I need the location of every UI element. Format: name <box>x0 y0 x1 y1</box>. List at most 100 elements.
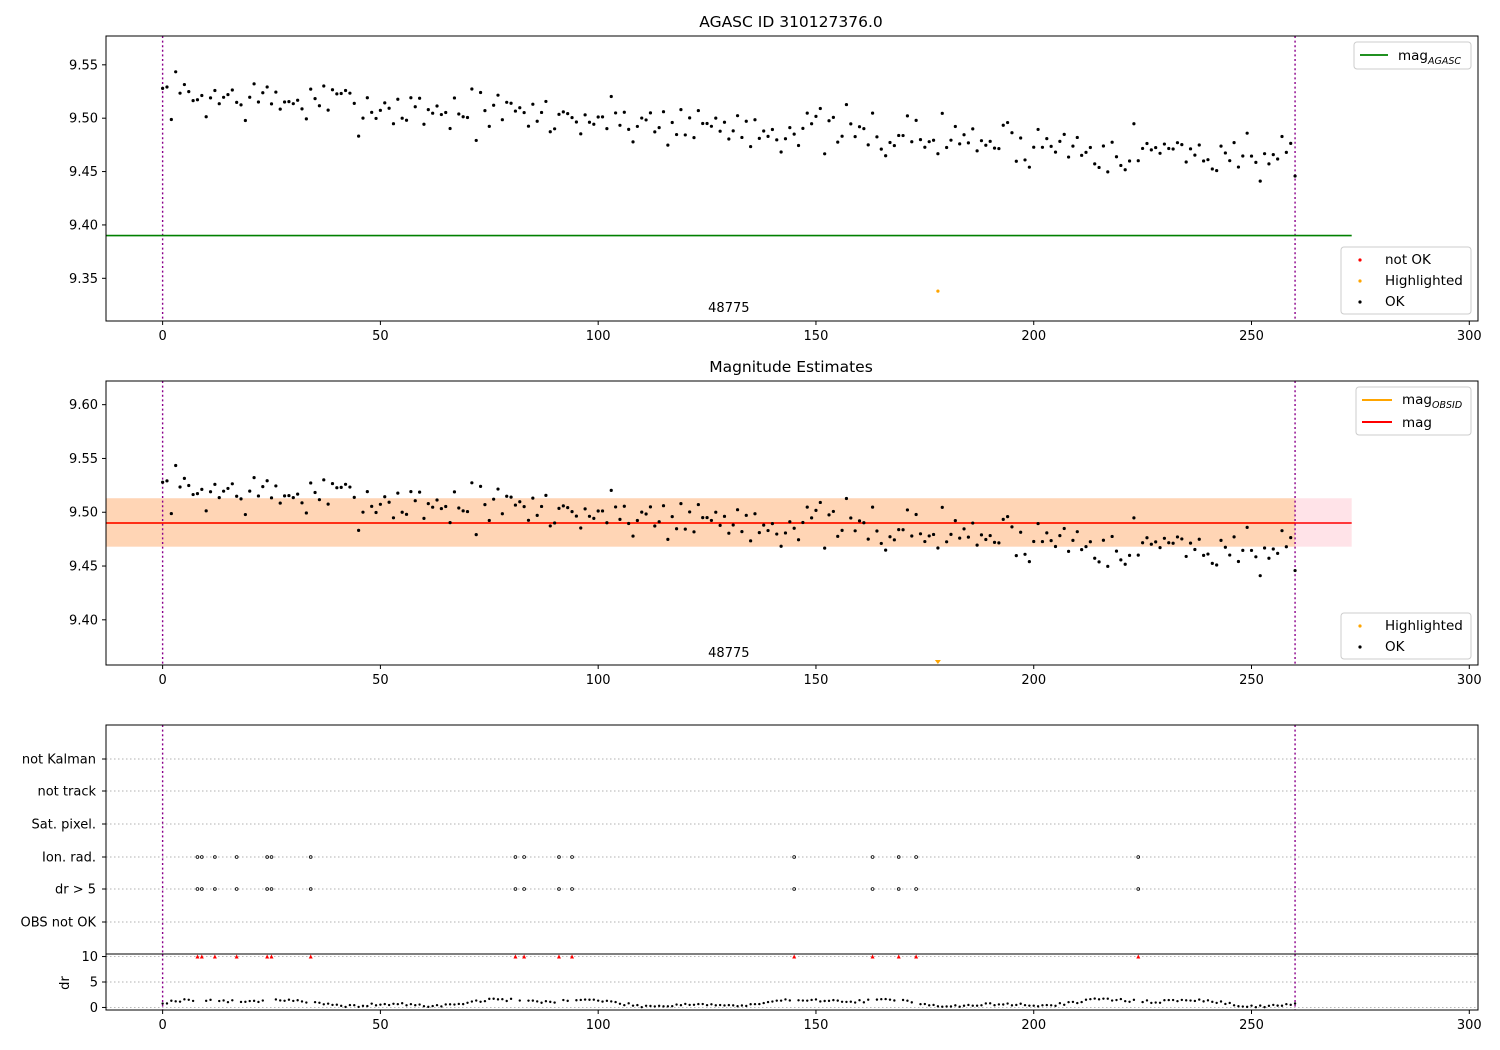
ok-point <box>1110 534 1114 539</box>
ok-point <box>940 111 944 115</box>
dr-point <box>827 999 831 1003</box>
dr-point <box>1241 1005 1245 1008</box>
ok-point <box>648 505 653 509</box>
dr-point <box>984 1002 988 1005</box>
ok-point <box>1241 548 1245 552</box>
ok-point <box>487 518 491 523</box>
ok-point <box>1032 539 1036 544</box>
ok-point <box>1141 146 1145 151</box>
dr-point <box>475 999 478 1002</box>
ok-point <box>988 533 992 538</box>
ok-point <box>727 137 731 141</box>
dr-point <box>958 1005 961 1008</box>
dr-point <box>636 1003 639 1007</box>
dr-point <box>435 1003 439 1007</box>
ok-point <box>557 506 561 510</box>
ok-point <box>570 510 574 514</box>
ok-point <box>483 109 487 113</box>
ok-point <box>1284 150 1288 155</box>
ok-point <box>439 112 443 117</box>
ok-point <box>801 520 805 525</box>
ok-point <box>1219 538 1223 542</box>
ok-point <box>222 95 226 99</box>
ok-point <box>426 502 430 506</box>
ok-point <box>718 129 722 133</box>
dr-point <box>723 1004 726 1007</box>
ok-point <box>644 118 648 122</box>
ok-point <box>766 134 770 138</box>
dr-point <box>575 999 578 1002</box>
dr-point <box>418 1003 421 1006</box>
y-tick-label: 10 <box>81 950 98 965</box>
dr-point <box>283 999 286 1002</box>
ok-point <box>208 96 213 100</box>
ion-rad-flag-point <box>522 855 526 859</box>
ok-point <box>570 115 574 120</box>
dr-point <box>222 999 225 1002</box>
ok-point <box>901 133 905 138</box>
ok-point <box>875 529 879 533</box>
ok-point <box>1027 560 1031 564</box>
dr5-flag-point <box>213 887 217 891</box>
ok-point <box>1262 546 1267 550</box>
ok-point <box>309 87 313 91</box>
ok-point <box>775 138 779 142</box>
dr-point <box>1063 1003 1066 1006</box>
ok-point <box>1080 548 1084 552</box>
ok-point <box>984 537 988 542</box>
ok-point <box>383 101 387 105</box>
ok-point <box>1032 145 1036 149</box>
ok-point <box>535 119 539 123</box>
ok-point <box>692 530 696 534</box>
ok-point <box>831 115 835 119</box>
ok-point <box>248 95 252 99</box>
ok-point <box>688 116 692 120</box>
dr5-flag-point <box>570 887 574 891</box>
dr-point <box>1232 1004 1236 1007</box>
ok-point <box>300 501 304 505</box>
dr-capped-marker <box>199 954 204 959</box>
ok-point <box>174 70 178 74</box>
ok-point <box>182 82 186 87</box>
ok-point <box>500 512 504 516</box>
dr-frame <box>105 953 1479 1011</box>
ok-point <box>1053 544 1058 549</box>
dr-point <box>357 1005 360 1009</box>
dr-point <box>448 1003 452 1006</box>
highlighted-offscale-marker <box>934 660 941 664</box>
dr-point <box>496 998 500 1001</box>
dr-capped-marker <box>513 954 518 959</box>
ok-point <box>452 490 457 494</box>
dr-point <box>544 1000 548 1003</box>
ok-point <box>404 512 409 516</box>
ok-point <box>444 504 448 509</box>
ok-point <box>274 484 278 488</box>
dr-point <box>1006 1002 1009 1005</box>
ok-point <box>496 93 500 97</box>
obsid-annotation: 48775 <box>708 301 749 316</box>
ok-point <box>330 88 335 92</box>
ok-point <box>631 140 635 144</box>
ok-point <box>505 100 509 104</box>
ok-point <box>757 531 761 535</box>
ok-point <box>1106 170 1110 174</box>
ok-point <box>1276 551 1280 555</box>
x-tick-label: 150 <box>804 1018 829 1033</box>
dr-point <box>527 999 530 1002</box>
dr-point <box>431 1004 434 1008</box>
dr-capped-marker <box>265 954 270 959</box>
ok-point <box>178 485 182 489</box>
ok-point <box>452 96 457 100</box>
dr-panel: 0 5 10 dr 0 50 100 150 200 250 300 <box>58 950 1482 1033</box>
ion-rad-flag-point <box>513 855 518 859</box>
dr-capped-marker <box>870 954 875 959</box>
dr-point <box>710 1003 713 1006</box>
ok-point <box>892 538 896 542</box>
ok-point <box>814 508 818 512</box>
dr-point <box>313 1000 317 1004</box>
ok-point <box>1066 155 1071 159</box>
ok-point <box>1171 147 1175 151</box>
ok-point <box>478 484 483 488</box>
ok-point <box>457 112 461 116</box>
dr-point <box>531 999 535 1002</box>
